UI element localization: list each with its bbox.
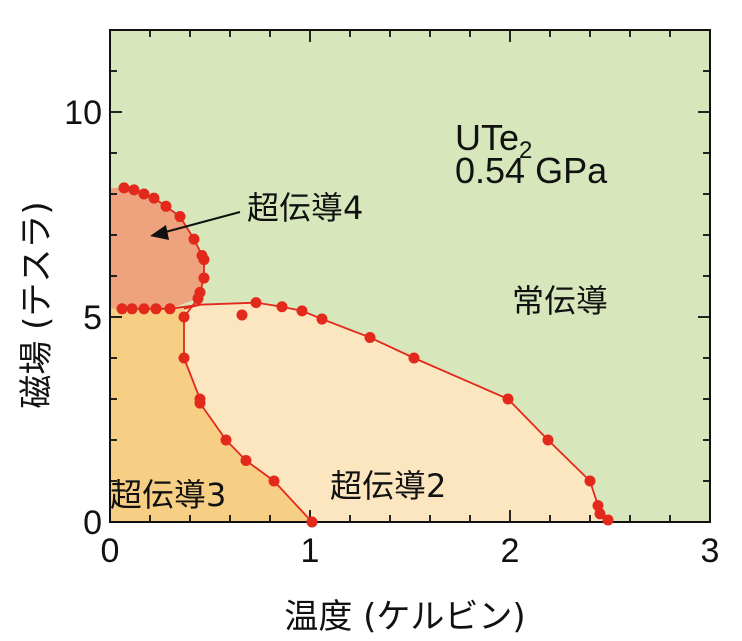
data-points	[116, 182, 614, 528]
plot-frame	[109, 29, 711, 523]
x-tick-label: 2	[501, 532, 520, 570]
data-point	[148, 192, 160, 204]
data-point	[198, 254, 210, 266]
data-point	[276, 301, 288, 313]
sc4-arrow	[157, 211, 241, 235]
region-label-sc2: 超伝導2	[330, 467, 446, 505]
data-point	[116, 303, 128, 315]
sc4-arrow-head	[150, 225, 169, 240]
y-tick-label: 10	[64, 94, 102, 132]
data-point	[306, 516, 318, 528]
x-axis-title: 温度 (ケルビン)	[284, 597, 525, 637]
data-point	[150, 303, 162, 315]
data-point	[198, 272, 210, 284]
data-point	[240, 455, 252, 466]
pressure-label: 0.54 GPa	[455, 150, 608, 191]
data-point	[268, 475, 280, 487]
data-point	[192, 293, 204, 305]
data-point	[602, 514, 614, 526]
data-point	[594, 508, 606, 520]
material-label: UTe2	[455, 117, 532, 164]
phase-regions	[110, 30, 710, 522]
data-point	[128, 184, 140, 196]
data-point	[164, 303, 176, 315]
material-main: UTe	[455, 117, 519, 158]
y-tick-label: 0	[83, 504, 102, 542]
boundary-sc3	[183, 317, 313, 523]
data-point	[174, 211, 186, 223]
data-point	[138, 188, 150, 200]
data-point	[316, 313, 328, 325]
data-point	[542, 434, 554, 446]
data-point	[236, 309, 248, 321]
data-point	[194, 397, 206, 409]
material-subscript: 2	[519, 137, 532, 164]
data-point	[160, 200, 172, 212]
region-label-normal: 常伝導	[512, 282, 608, 320]
data-point	[126, 303, 138, 315]
data-point	[118, 182, 130, 194]
tick-labels: 0 1 2 3 0 5 10	[64, 94, 719, 570]
data-point	[408, 352, 420, 364]
region-label-sc3: 超伝導3	[110, 476, 226, 514]
data-point	[138, 303, 150, 315]
data-point	[220, 434, 232, 446]
data-point	[584, 475, 596, 487]
data-point	[178, 311, 190, 323]
data-point	[592, 500, 604, 512]
data-point	[188, 233, 200, 245]
x-tick-label: 3	[701, 532, 720, 570]
y-tick-label: 5	[83, 299, 102, 337]
x-tick-label: 1	[301, 532, 320, 570]
data-point	[364, 332, 376, 343]
data-point	[178, 352, 190, 364]
data-point	[250, 297, 262, 309]
region-label-sc4: 超伝導4	[247, 189, 363, 227]
data-point	[502, 393, 514, 405]
data-point	[296, 305, 308, 317]
x-tick-label: 0	[101, 532, 120, 570]
region-sc3	[110, 308, 312, 522]
y-axis-title: 磁場 (テスラ)	[17, 201, 57, 408]
